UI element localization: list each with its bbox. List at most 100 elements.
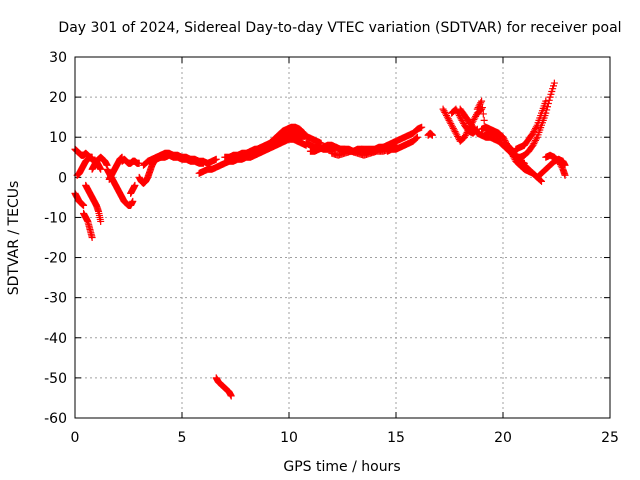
x-tick-label: 15 xyxy=(387,430,405,446)
data-point xyxy=(555,157,563,165)
data-point xyxy=(452,129,460,137)
data-point xyxy=(80,201,88,209)
data-point xyxy=(538,177,546,185)
series-arc-30 xyxy=(478,123,546,185)
series-arc-4 xyxy=(80,209,96,241)
data-point xyxy=(532,124,540,132)
data-point xyxy=(428,131,436,139)
data-point xyxy=(542,97,550,105)
series-arc-13 xyxy=(148,151,207,167)
data-point xyxy=(450,126,458,134)
series-arc-19 xyxy=(274,127,325,147)
data-point xyxy=(413,134,421,142)
series-arc-10 xyxy=(127,181,139,197)
data-point xyxy=(556,160,564,168)
data-point xyxy=(502,138,510,146)
data-point xyxy=(537,177,545,185)
x-tick-label: 5 xyxy=(178,430,187,446)
series-arc-23 xyxy=(379,123,426,151)
data-point xyxy=(475,102,483,110)
data-point xyxy=(477,99,485,107)
x-tick-label: 20 xyxy=(494,430,512,446)
grid xyxy=(75,57,610,418)
series-arc-24 xyxy=(383,133,421,155)
x-tick-label: 25 xyxy=(601,430,619,446)
axis-ticks: 0 5 10 15 20 25 -60 -50 -40 -30 -20 -10 0 10 20 30 xyxy=(44,50,619,446)
data-point xyxy=(472,112,480,120)
y-tick-label: 20 xyxy=(49,90,67,106)
data-point xyxy=(88,234,96,241)
data-point xyxy=(557,162,565,170)
data-point xyxy=(479,110,487,118)
y-tick-label: -10 xyxy=(44,210,67,226)
data-point xyxy=(532,123,540,131)
series-arc-6 xyxy=(88,153,111,173)
data-point xyxy=(446,118,454,126)
data-point xyxy=(478,104,486,112)
data-point xyxy=(456,113,464,121)
data-point xyxy=(530,140,538,148)
x-axis-label: GPS time / hours xyxy=(283,459,400,475)
y-tick-label: -60 xyxy=(44,411,67,427)
data-point xyxy=(445,116,453,124)
data-point xyxy=(458,116,466,124)
data-point xyxy=(545,96,553,104)
data-point xyxy=(443,112,451,120)
data-point xyxy=(212,155,220,163)
plot-frame xyxy=(74,56,611,419)
series-arc-2 xyxy=(71,189,88,209)
series-arc-8 xyxy=(105,153,126,183)
data-point xyxy=(449,124,457,132)
data-point xyxy=(412,135,420,143)
data-points xyxy=(71,79,569,400)
y-tick-label: 10 xyxy=(49,130,67,146)
data-point xyxy=(131,181,139,189)
y-tick-label: 0 xyxy=(58,170,67,186)
data-point xyxy=(97,165,105,173)
data-point xyxy=(443,113,451,121)
data-point xyxy=(530,128,538,136)
series-arc-9 xyxy=(118,155,143,167)
data-point xyxy=(227,392,235,400)
data-point xyxy=(88,153,96,161)
data-point xyxy=(531,138,539,146)
data-point xyxy=(543,106,551,114)
data-point xyxy=(501,136,509,144)
data-point xyxy=(457,115,465,123)
data-point xyxy=(413,133,421,141)
data-point xyxy=(444,115,452,123)
data-point xyxy=(459,118,467,126)
data-point xyxy=(531,126,539,134)
data-point xyxy=(478,97,486,105)
data-point xyxy=(439,105,447,113)
series-arc-5 xyxy=(82,181,105,225)
data-point xyxy=(470,116,478,124)
data-point xyxy=(499,133,507,141)
y-tick-label: -40 xyxy=(44,331,67,347)
data-point xyxy=(451,128,459,136)
data-point xyxy=(97,217,105,225)
data-point xyxy=(473,105,481,113)
data-point xyxy=(555,159,563,167)
y-tick-label: -20 xyxy=(44,251,67,267)
x-tick-label: 0 xyxy=(71,430,80,446)
series-arc-31 xyxy=(508,79,558,161)
data-point xyxy=(480,116,488,124)
y-tick-label: -30 xyxy=(44,291,67,307)
data-point xyxy=(447,120,455,128)
data-point xyxy=(529,141,537,149)
data-point xyxy=(561,171,569,179)
data-point xyxy=(135,159,143,167)
series-arc-32 xyxy=(512,97,550,153)
series-arc-34 xyxy=(542,151,569,179)
data-point xyxy=(453,131,461,139)
data-point xyxy=(199,159,207,167)
data-point xyxy=(129,197,137,205)
y-tick-label: -50 xyxy=(44,371,67,387)
data-point xyxy=(448,123,456,131)
data-point xyxy=(440,107,448,115)
data-point xyxy=(442,110,450,118)
data-point xyxy=(461,132,469,140)
series-arc-17 xyxy=(225,135,310,165)
data-point xyxy=(532,136,540,144)
